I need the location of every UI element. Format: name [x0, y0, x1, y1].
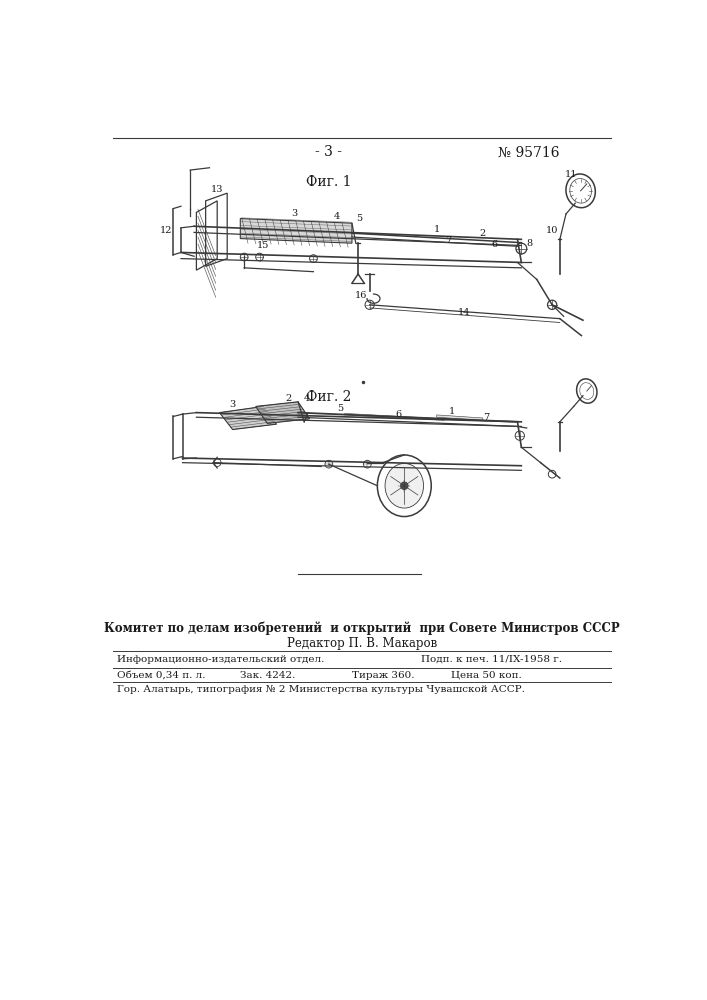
Text: 13: 13 — [211, 185, 223, 194]
Circle shape — [400, 482, 408, 490]
Text: 6: 6 — [395, 410, 401, 419]
Text: № 95716: № 95716 — [498, 145, 560, 159]
Polygon shape — [256, 402, 310, 423]
Text: 4: 4 — [334, 212, 339, 221]
Text: Подп. к печ. 11/IX-1958 г.: Подп. к печ. 11/IX-1958 г. — [421, 654, 562, 664]
Text: Гор. Алатырь, типография № 2 Министерства культуры Чувашской АССР.: Гор. Алатырь, типография № 2 Министерств… — [117, 685, 525, 694]
Text: 3: 3 — [291, 209, 298, 218]
Text: Информационно-издательский отдел.: Информационно-издательский отдел. — [117, 654, 325, 664]
Text: 12: 12 — [159, 226, 172, 235]
Text: 5: 5 — [356, 214, 363, 223]
Text: 2: 2 — [480, 229, 486, 238]
Text: 1: 1 — [449, 407, 455, 416]
Text: 1: 1 — [433, 225, 440, 234]
Text: 11: 11 — [565, 170, 578, 179]
Ellipse shape — [385, 463, 423, 508]
Text: Фиг. 2: Фиг. 2 — [306, 390, 351, 404]
Polygon shape — [240, 219, 352, 243]
Text: 5: 5 — [337, 404, 344, 413]
Text: 8: 8 — [526, 239, 532, 248]
Text: 16: 16 — [355, 291, 368, 300]
Polygon shape — [219, 406, 276, 430]
Text: Объем 0,34 п. л.: Объем 0,34 п. л. — [117, 671, 206, 680]
Text: 7: 7 — [484, 413, 490, 422]
Text: Зак. 4242.: Зак. 4242. — [240, 671, 296, 680]
Text: 15: 15 — [257, 241, 269, 250]
Text: 10: 10 — [546, 226, 559, 235]
Text: 3: 3 — [230, 400, 235, 409]
Text: - 3 -: - 3 - — [315, 145, 342, 159]
Text: 7: 7 — [445, 236, 451, 245]
Text: Тираж 360.: Тираж 360. — [352, 671, 414, 680]
Polygon shape — [437, 415, 483, 420]
Text: Фиг. 1: Фиг. 1 — [306, 175, 351, 189]
Text: Редактор П. В. Макаров: Редактор П. В. Макаров — [287, 637, 437, 650]
Text: Комитет по делам изобретений  и открытий  при Совете Министров СССР: Комитет по делам изобретений и открытий … — [104, 621, 620, 635]
Text: 14: 14 — [457, 308, 470, 317]
Text: Цена 50 коп.: Цена 50 коп. — [450, 671, 521, 680]
Text: 4: 4 — [304, 394, 310, 403]
Text: 6: 6 — [491, 240, 498, 249]
Text: 2: 2 — [286, 394, 292, 403]
